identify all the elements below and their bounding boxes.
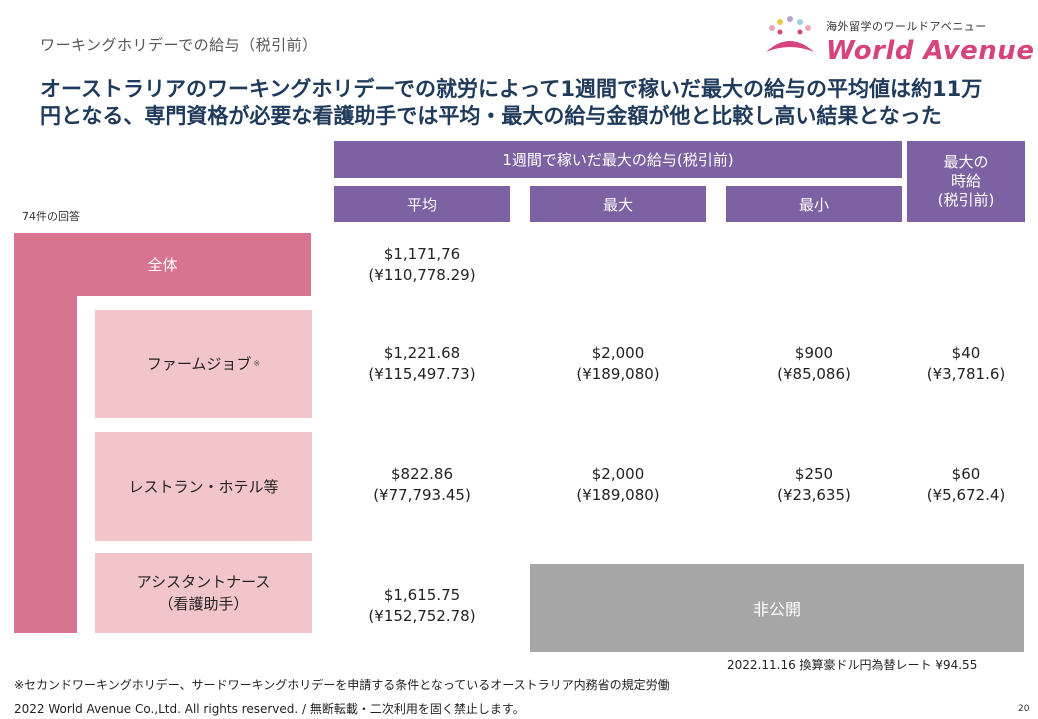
category-assistant-nurse-sublabel: （看護助手） — [158, 595, 249, 613]
exchange-rate-note: 2022.11.16 換算豪ドル円為替レート ¥94.55 — [727, 658, 978, 672]
value-jpy: (¥23,635) — [777, 486, 851, 504]
category-all-text: 全体 — [147, 256, 178, 274]
value-assistant-average: $1,615.75 (¥152,752.78) — [334, 585, 510, 627]
value-aud: $1,615.75 — [383, 586, 461, 604]
value-farm-average: $1,221.68 (¥115,497.73) — [334, 343, 510, 385]
value-aud: $1,171,76 — [383, 245, 461, 263]
header-average: 平均 — [334, 186, 510, 222]
footnote-mark: ※ — [253, 359, 261, 368]
category-assistant-nurse: アシスタントナース （看護助手） — [95, 553, 312, 633]
respondent-count: 74件の回答 — [22, 210, 80, 223]
value-jpy: (¥5,672.4) — [926, 486, 1006, 504]
value-farm-hourly: $40 (¥3,781.6) — [907, 343, 1025, 385]
footnote: ※セカンドワーキングホリデー、サードワーキングホリデーを申請する条件となっている… — [14, 678, 670, 692]
value-jpy: (¥189,080) — [576, 486, 660, 504]
value-jpy: (¥110,778.29) — [368, 266, 476, 284]
value-aud: $250 — [794, 465, 834, 483]
value-aud: $900 — [794, 344, 834, 362]
header-average-label: 平均 — [406, 195, 437, 214]
header-maximum: 最大 — [530, 186, 706, 222]
header-minimum-label: 最小 — [798, 195, 829, 214]
header-hourly-line-3: (税引前) — [937, 191, 995, 209]
category-all-bracket — [14, 233, 77, 633]
header-hourly-line-1: 最大の — [943, 153, 989, 171]
value-jpy: (¥115,497.73) — [368, 365, 476, 383]
header-weekly-max-salary-label: 1週間で稼いだ最大の給与(税引前) — [502, 151, 734, 169]
value-aud: $1,221.68 — [383, 344, 461, 362]
value-aud: $2,000 — [591, 344, 645, 362]
value-restaurant-minimum: $250 (¥23,635) — [726, 464, 902, 506]
value-aud: $40 — [951, 344, 981, 362]
undisclosed-block: 非公開 — [530, 564, 1024, 652]
category-farm-job: ファームジョブ ※ — [95, 310, 312, 418]
header-hourly-line-2: 時給 — [950, 172, 981, 190]
value-aud: $2,000 — [591, 465, 645, 483]
category-assistant-nurse-label: アシスタントナース — [136, 573, 271, 591]
value-restaurant-average: $822.86 (¥77,793.45) — [334, 464, 510, 506]
category-all-label: 全体 — [14, 233, 311, 296]
logo-name: World Avenue — [826, 36, 1035, 66]
category-restaurant-hotel: レストラン・ホテル等 — [95, 432, 312, 541]
value-jpy: (¥85,086) — [777, 365, 851, 383]
header-minimum: 最小 — [726, 186, 902, 222]
value-jpy: (¥3,781.6) — [926, 365, 1006, 383]
page-number: 20 — [1018, 704, 1030, 714]
value-farm-minimum: $900 (¥85,086) — [726, 343, 902, 385]
section-title: ワーキングホリデーでの給与（税引前） — [40, 36, 318, 54]
value-restaurant-hourly: $60 (¥5,672.4) — [907, 464, 1025, 506]
value-jpy: (¥152,752.78) — [368, 607, 476, 625]
header-maximum-label: 最大 — [602, 195, 633, 214]
value-jpy: (¥77,793.45) — [373, 486, 471, 504]
world-avenue-logo-icon — [766, 16, 814, 52]
value-restaurant-maximum: $2,000 (¥189,080) — [530, 464, 706, 506]
header-max-hourly-wage: 最大の 時給 (税引前) — [907, 141, 1025, 222]
undisclosed-label: 非公開 — [752, 600, 801, 619]
category-restaurant-hotel-label: レストラン・ホテル等 — [128, 477, 279, 496]
value-jpy: (¥189,080) — [576, 365, 660, 383]
header-weekly-max-salary: 1週間で稼いだ最大の給与(税引前) — [334, 141, 902, 178]
category-farm-job-label: ファームジョブ — [146, 355, 252, 373]
value-aud: $822.86 — [390, 465, 454, 483]
value-farm-maximum: $2,000 (¥189,080) — [530, 343, 706, 385]
value-aud: $60 — [951, 465, 981, 483]
copyright: 2022 World Avenue Co.,Ltd. All rights re… — [14, 702, 525, 716]
logo-tagline: 海外留学のワールドアベニュー — [826, 20, 987, 33]
headline: オーストラリアのワーキングホリデーでの就労によって1週間で稼いだ最大の給与の平均… — [40, 77, 983, 128]
value-all-average: $1,171,76 (¥110,778.29) — [334, 244, 510, 286]
